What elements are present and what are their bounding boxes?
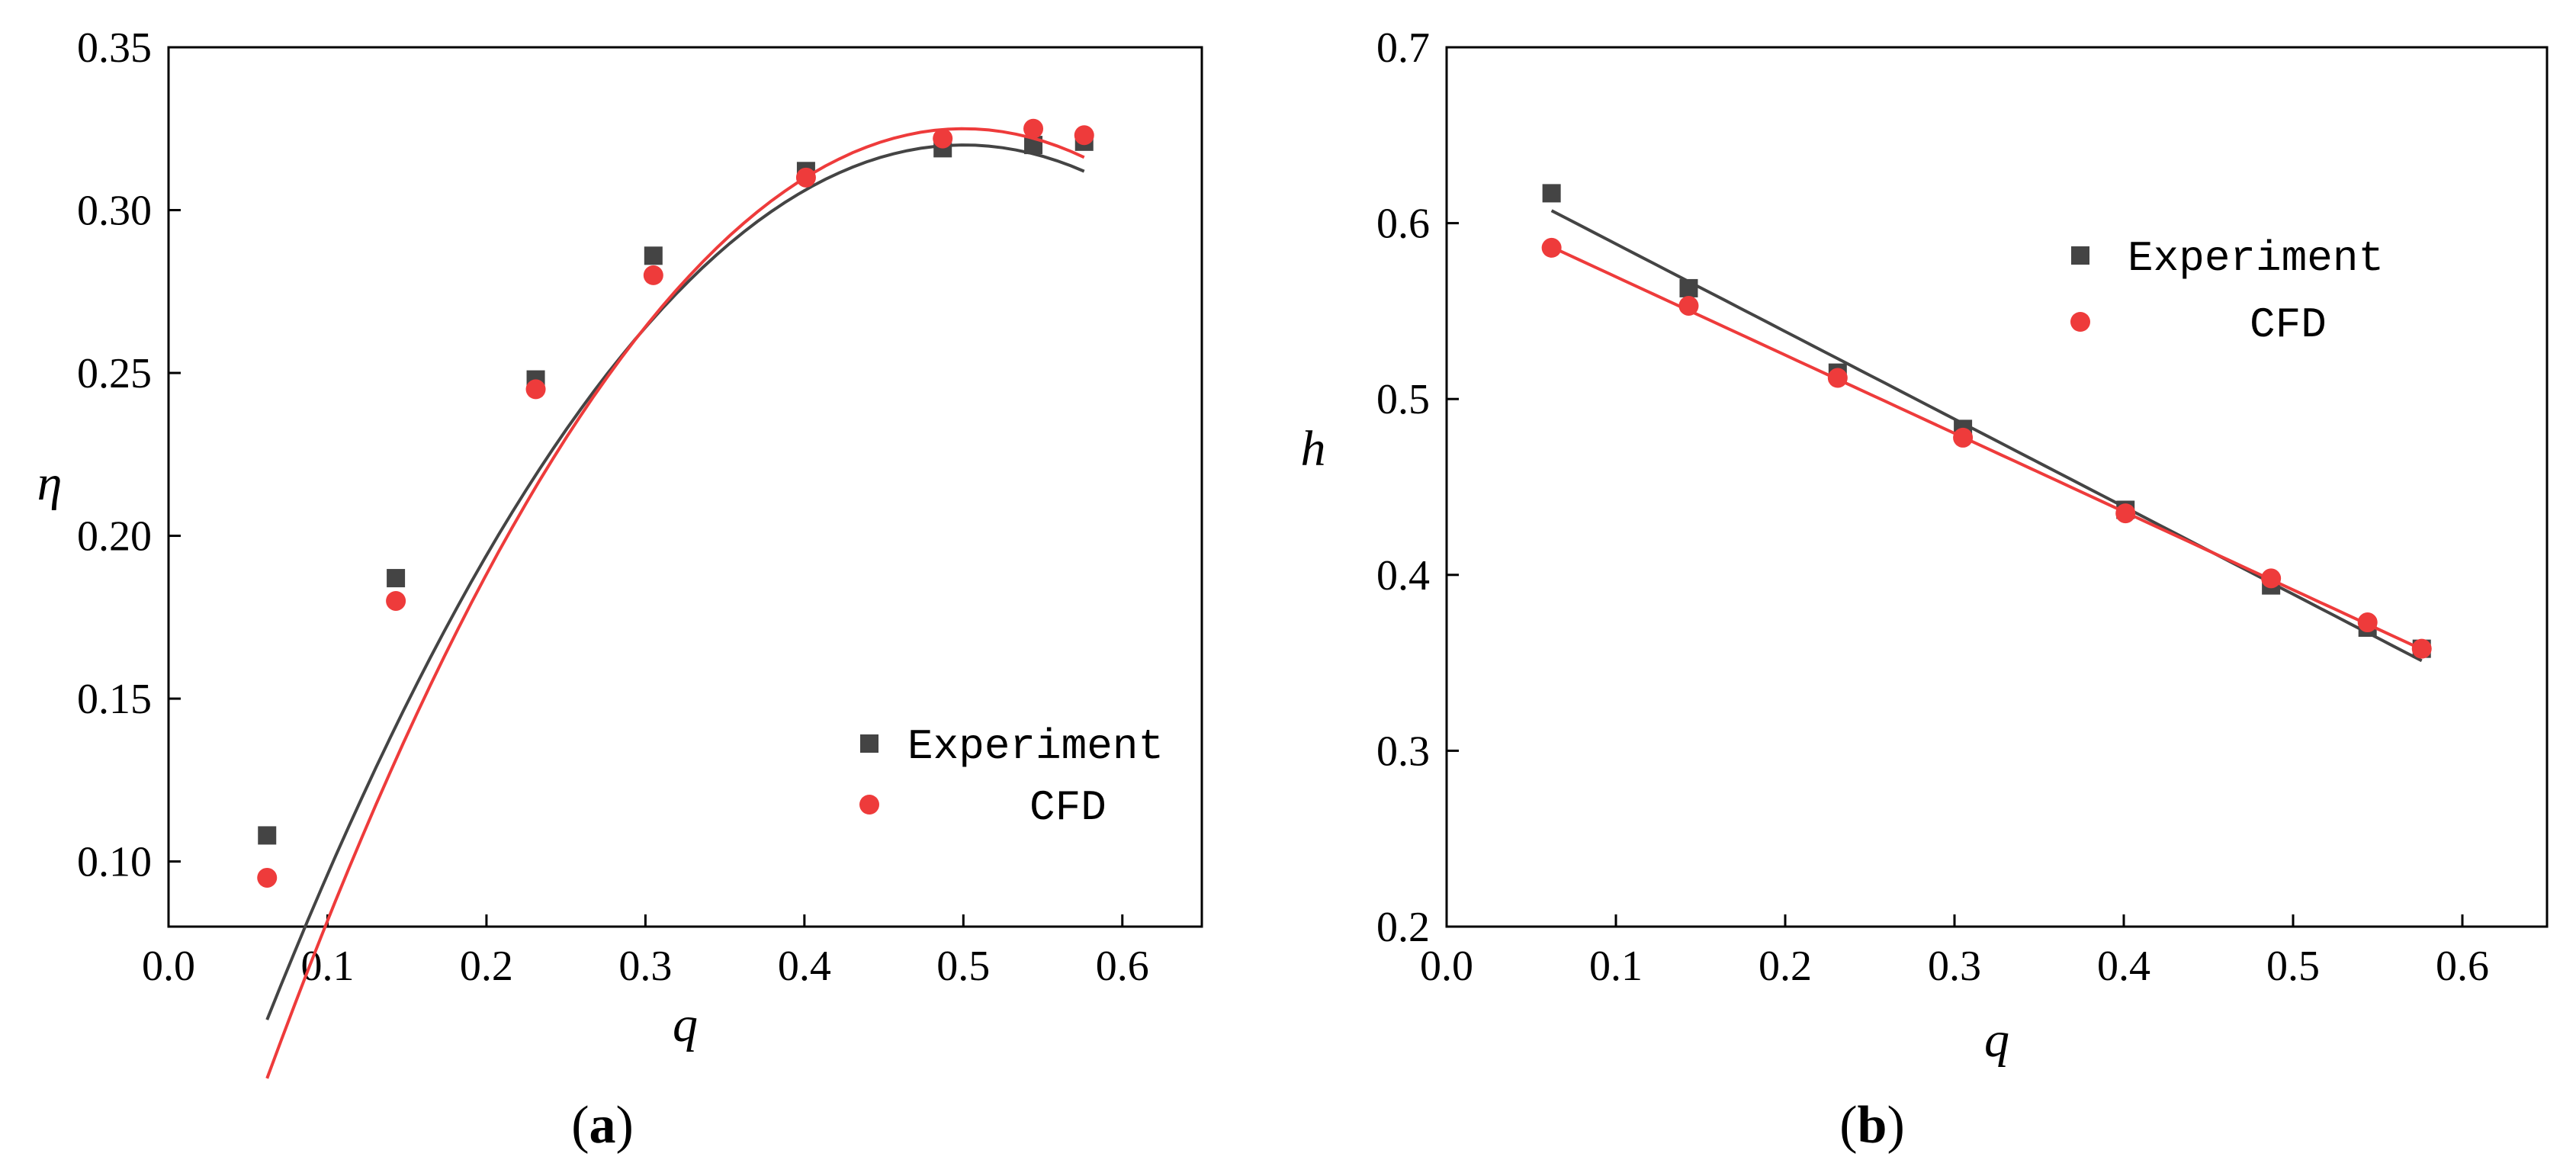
x-tick-label: 0.6 <box>1096 943 1149 990</box>
x-tick-label: 0.0 <box>142 943 195 990</box>
x-tick-label: 0.1 <box>1589 943 1643 990</box>
legend-marker-cfd <box>859 795 879 815</box>
data-point-cfd <box>1678 295 1699 316</box>
x-tick-label: 0.5 <box>936 943 990 990</box>
panel-label-letter: b <box>1858 1096 1887 1155</box>
legend-marker-experiment <box>2071 246 2089 265</box>
x-tick-label: 0.2 <box>460 943 513 990</box>
x-axis-label: q <box>673 997 698 1052</box>
panel-label-close: ) <box>616 1096 634 1155</box>
x-tick-label: 0.6 <box>2436 943 2489 990</box>
data-point-cfd <box>257 867 278 888</box>
y-tick-label: 0.3 <box>1376 728 1430 775</box>
panel-label-close: ) <box>1887 1096 1904 1155</box>
y-tick-label: 0.5 <box>1376 376 1430 423</box>
data-point-cfd <box>386 590 406 611</box>
y-tick-label: 0.7 <box>1376 24 1430 72</box>
panel-label-open: ( <box>1839 1096 1857 1155</box>
legend-label-cfd: CFD <box>1029 783 1107 832</box>
data-point-experiment <box>1542 184 1561 203</box>
panel-label-letter: a <box>589 1096 616 1155</box>
legend-marker-cfd <box>2070 312 2090 332</box>
y-tick-label: 0.2 <box>1376 904 1430 951</box>
data-point-cfd <box>2411 638 2432 659</box>
y-tick-label: 0.35 <box>77 24 152 72</box>
data-point-cfd <box>2115 503 2136 524</box>
y-tick-label: 0.15 <box>77 676 152 723</box>
panel-label: (b) <box>1839 1096 1905 1155</box>
data-point-cfd <box>643 265 663 285</box>
legend-label-experiment: Experiment <box>2128 234 2384 283</box>
y-tick-label: 0.25 <box>77 350 152 397</box>
chart-panel-b: 0.0 0.1 0.2 0.3 0.4 0.5 0.6 0.2 0.3 0.4 0.5 0.6 0.7 q… <box>1301 24 2549 1155</box>
panel-label: (a) <box>571 1096 634 1155</box>
fit-line-cfd <box>265 127 1085 1079</box>
y-axis-label: h <box>1301 421 1326 477</box>
x-tick-label: 0.2 <box>1759 943 1812 990</box>
data-point-experiment <box>258 826 277 845</box>
y-tick-label: 0.6 <box>1376 201 1430 248</box>
panel-label-open: ( <box>571 1096 589 1155</box>
x-tick-label: 0.3 <box>618 943 672 990</box>
x-tick-label: 0.5 <box>2266 943 2320 990</box>
data-point-cfd <box>525 379 546 400</box>
x-tick-label: 0.0 <box>1420 943 1473 990</box>
plot-frame <box>167 46 1203 928</box>
x-axis-label: q <box>1984 1012 2009 1068</box>
plot-frame <box>1445 46 2549 928</box>
data-point-cfd <box>2357 612 2378 633</box>
data-point-cfd <box>2261 568 2282 589</box>
y-tick-label: 0.4 <box>1376 552 1430 599</box>
y-tick-label: 0.20 <box>77 513 152 561</box>
x-tick-label: 0.4 <box>2097 943 2150 990</box>
data-point-cfd <box>1827 368 1848 388</box>
y-tick-label: 0.10 <box>77 839 152 886</box>
x-tick-label: 0.3 <box>1928 943 1981 990</box>
data-point-cfd <box>795 167 816 188</box>
legend-label-cfd: CFD <box>2250 300 2327 349</box>
y-axis-label: η <box>37 455 63 511</box>
chart-panel-a: 0.0 0.1 0.2 0.3 0.4 0.5 0.60.100.150.200.250.3… <box>37 24 1203 1155</box>
data-point-cfd <box>1023 118 1044 139</box>
y-tick-label: 0.30 <box>77 188 152 235</box>
data-point-experiment <box>644 246 663 265</box>
legend-label-experiment: Experiment <box>907 722 1164 771</box>
data-point-cfd <box>1541 237 1562 258</box>
data-point-experiment <box>1679 278 1698 297</box>
data-point-cfd <box>1953 427 1974 448</box>
legend-marker-experiment <box>860 734 878 753</box>
data-point-experiment <box>387 569 406 588</box>
data-point-cfd <box>1074 125 1094 146</box>
data-point-cfd <box>933 128 953 149</box>
x-tick-label: 0.4 <box>778 943 831 990</box>
